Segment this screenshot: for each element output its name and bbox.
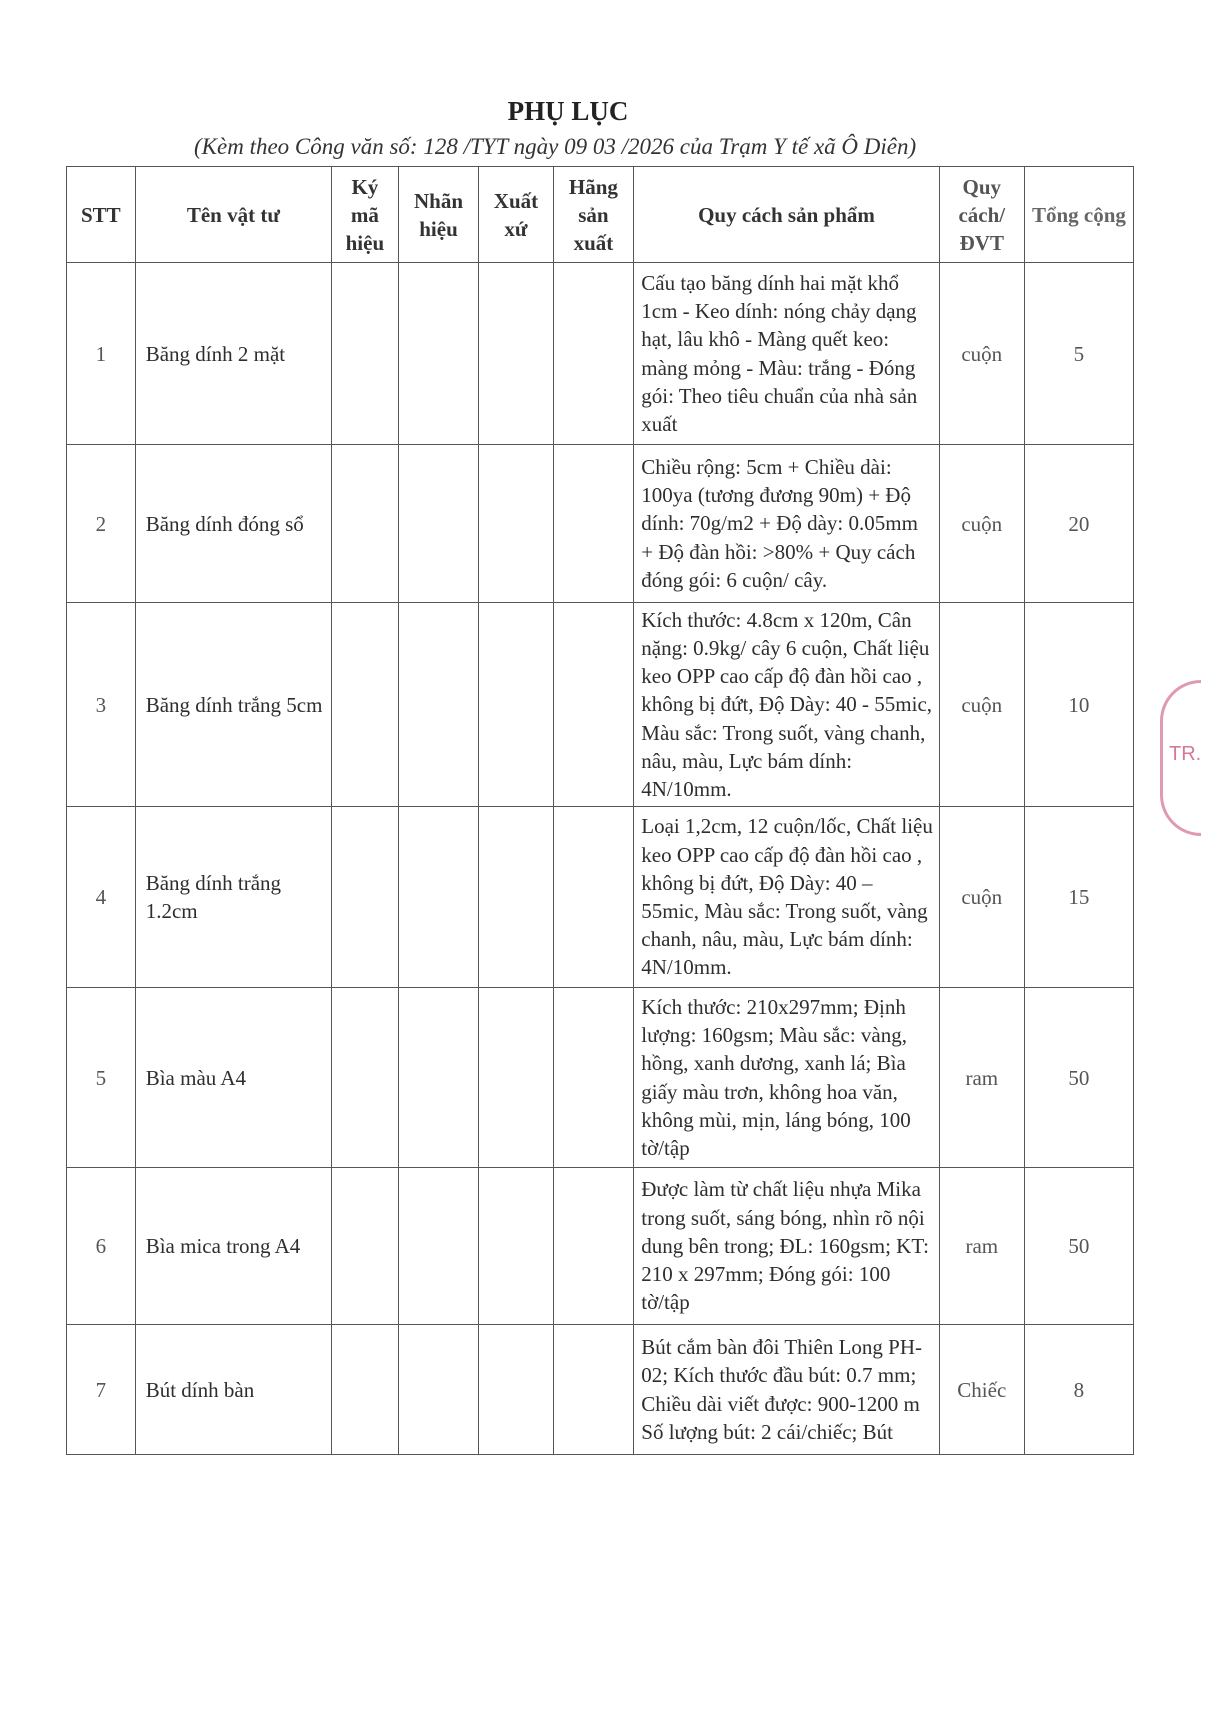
row-origin xyxy=(478,1167,554,1325)
red-stamp: TR. xyxy=(1160,680,1201,836)
document-title: PHỤ LỤC xyxy=(507,96,629,126)
row-spec: Loại 1,2cm, 12 cuộn/lốc, Chất liệu keo O… xyxy=(633,806,940,988)
row-total: 8 xyxy=(1023,1324,1135,1455)
table-row: 3 Băng dính trắng 5cm Kích thước: 4.8cm x … xyxy=(66,602,1135,807)
header-name: Tên vật tư xyxy=(134,166,333,263)
header-unit: Quy cách/ ĐVT xyxy=(938,166,1025,263)
row-stt: 4 xyxy=(66,806,136,988)
row-stt: 5 xyxy=(66,987,136,1168)
row-manufacturer xyxy=(552,602,635,807)
row-spec: Kích thước: 4.8cm x 120m, Cân nặng: 0.9k… xyxy=(633,602,940,807)
row-code xyxy=(331,806,399,988)
row-origin xyxy=(478,1324,554,1455)
header-total: Tổng cộng xyxy=(1023,166,1135,263)
row-brand xyxy=(397,1324,480,1455)
row-total: 20 xyxy=(1023,444,1135,603)
row-unit: cuộn xyxy=(938,806,1025,988)
row-total: 10 xyxy=(1023,602,1135,807)
table-row: 2 Băng dính đóng sổ Chiều rộng: 5cm + Chiề… xyxy=(66,444,1135,603)
row-total: 15 xyxy=(1023,806,1135,988)
header-manufacturer: Hãng sản xuất xyxy=(552,166,635,263)
row-brand xyxy=(397,602,480,807)
row-spec: Được làm từ chất liệu nhựa Mika trong su… xyxy=(633,1167,940,1325)
row-stt: 7 xyxy=(66,1324,136,1455)
row-brand xyxy=(397,987,480,1168)
row-name: Bìa mica trong A4 xyxy=(134,1167,333,1325)
row-unit: ram xyxy=(938,987,1025,1168)
row-stt: 2 xyxy=(66,444,136,603)
row-brand xyxy=(397,444,480,603)
table-row: 6 Bìa mica trong A4 Được làm từ chất liệu … xyxy=(66,1167,1135,1325)
row-manufacturer xyxy=(552,1324,635,1455)
row-brand xyxy=(397,1167,480,1325)
row-manufacturer xyxy=(552,262,635,445)
row-manufacturer xyxy=(552,806,635,988)
row-origin xyxy=(478,806,554,988)
row-total: 50 xyxy=(1023,1167,1135,1325)
row-unit: cuộn xyxy=(938,262,1025,445)
row-brand xyxy=(397,262,480,445)
header-stt: STT xyxy=(66,166,136,263)
row-stt: 1 xyxy=(66,262,136,445)
row-code xyxy=(331,602,399,807)
row-code xyxy=(331,444,399,603)
row-manufacturer xyxy=(552,444,635,603)
row-code xyxy=(331,262,399,445)
table-row: 7 Bút dính bàn Bút cắm bàn đôi Thiên Long … xyxy=(66,1324,1135,1455)
header-origin: Xuất xứ xyxy=(478,166,554,263)
row-unit: cuộn xyxy=(938,602,1025,807)
header-code: Ký mã hiệu xyxy=(331,166,399,263)
row-code xyxy=(331,987,399,1168)
row-stt: 3 xyxy=(66,602,136,807)
row-code xyxy=(331,1167,399,1325)
row-origin xyxy=(478,262,554,445)
table-header-row: STT Tên vật tư Ký mã hiệu Nhãn hiệu Xuất… xyxy=(66,166,1135,263)
row-spec: Bút cắm bàn đôi Thiên Long PH-02; Kích t… xyxy=(633,1324,940,1455)
header-brand: Nhãn hiệu xyxy=(397,166,480,263)
row-total: 5 xyxy=(1023,262,1135,445)
row-manufacturer xyxy=(552,1167,635,1325)
row-name: Băng dính 2 mặt xyxy=(134,262,333,445)
document-subtitle: (Kèm theo Công văn số: 128 /TYT ngày 09 … xyxy=(194,134,917,159)
row-name: Băng dính trắng 5cm xyxy=(134,602,333,807)
row-unit: ram xyxy=(938,1167,1025,1325)
row-brand xyxy=(397,806,480,988)
stamp-text: TR. xyxy=(1169,743,1202,765)
row-spec: Cấu tạo băng dính hai mặt khổ 1cm - Keo … xyxy=(633,262,940,445)
row-spec: Chiều rộng: 5cm + Chiều dài: 100ya (tươn… xyxy=(633,444,940,603)
table-row: 5 Bìa màu A4 Kích thước: 210x297mm; Định l… xyxy=(66,987,1135,1168)
row-name: Băng dính trắng 1.2cm xyxy=(134,806,333,988)
row-total: 50 xyxy=(1023,987,1135,1168)
row-manufacturer xyxy=(552,987,635,1168)
row-spec: Kích thước: 210x297mm; Định lượng: 160gs… xyxy=(633,987,940,1168)
row-origin xyxy=(478,602,554,807)
table-row: 4 Băng dính trắng 1.2cm Loại 1,2cm, 12 cuộ… xyxy=(66,806,1135,988)
header-spec: Quy cách sản phẩm xyxy=(633,166,940,263)
row-code xyxy=(331,1324,399,1455)
row-name: Bút dính bàn xyxy=(134,1324,333,1455)
row-unit: cuộn xyxy=(938,444,1025,603)
table-row: 1 Băng dính 2 mặt Cấu tạo băng dính hai mặ… xyxy=(66,262,1135,445)
row-name: Bìa màu A4 xyxy=(134,987,333,1168)
row-name: Băng dính đóng sổ xyxy=(134,444,333,603)
table-body: 1 Băng dính 2 mặt Cấu tạo băng dính hai mặ… xyxy=(66,262,1135,1455)
row-stt: 6 xyxy=(66,1167,136,1325)
supplies-table: STT Tên vật tư Ký mã hiệu Nhãn hiệu Xuất… xyxy=(66,166,1135,1455)
row-origin xyxy=(478,987,554,1168)
row-unit: Chiếc xyxy=(938,1324,1025,1455)
row-origin xyxy=(478,444,554,603)
